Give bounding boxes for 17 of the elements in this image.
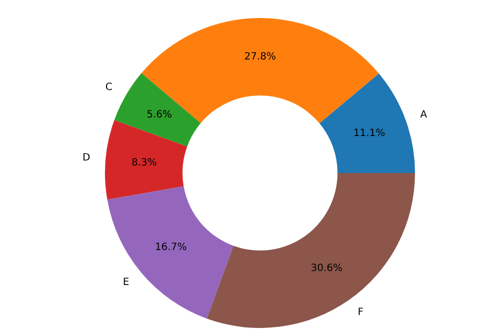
slice-label: E <box>122 276 130 288</box>
donut-slice <box>114 73 201 147</box>
data-label: 30.6% <box>310 262 343 274</box>
data-label: 5.6% <box>146 109 172 120</box>
donut-slice <box>141 18 379 124</box>
slice-label: F <box>358 307 364 318</box>
slice-label: C <box>105 82 112 94</box>
data-label: 11.1% <box>353 128 386 139</box>
data-label: 16.7% <box>154 242 187 254</box>
donut-slice <box>105 120 188 200</box>
data-label: 8.3% <box>131 157 157 168</box>
donut-slice <box>107 186 234 319</box>
slice-label: A <box>420 109 428 120</box>
data-label: 27.8% <box>244 51 276 62</box>
donut-slice <box>319 74 415 173</box>
slice-label: D <box>82 152 90 164</box>
donut-slice <box>206 173 415 328</box>
